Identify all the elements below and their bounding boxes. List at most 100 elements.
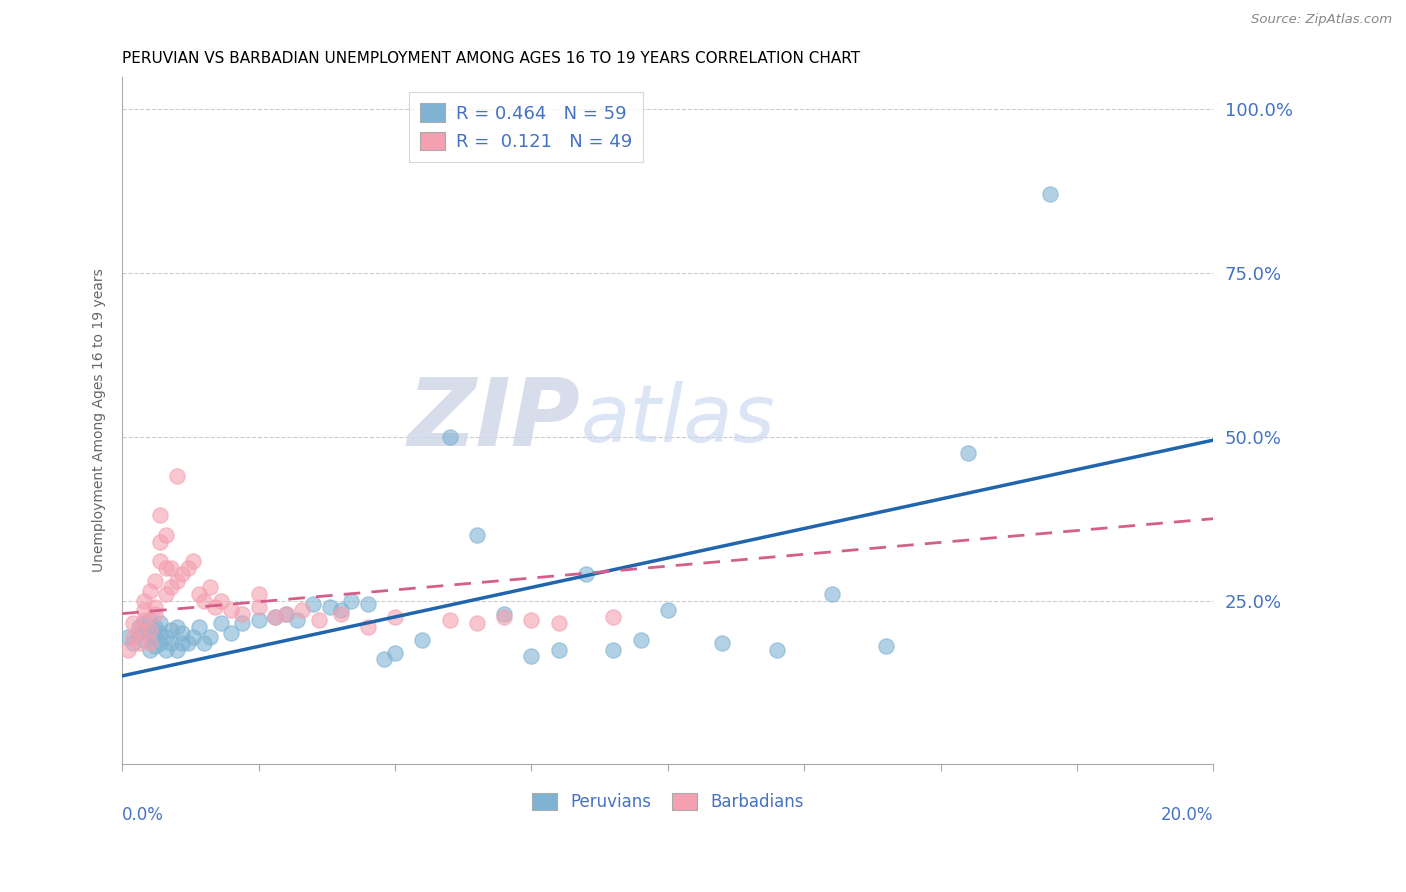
- Point: [138, 630, 160, 644]
- Point: [155, 528, 177, 542]
- Point: [149, 616, 172, 631]
- Point: [143, 607, 166, 621]
- Point: [117, 630, 139, 644]
- Point: [247, 600, 270, 615]
- Point: [138, 642, 160, 657]
- Point: [209, 616, 232, 631]
- Point: [143, 620, 166, 634]
- Point: [177, 636, 200, 650]
- Text: atlas: atlas: [581, 382, 775, 459]
- Point: [181, 554, 204, 568]
- Point: [956, 446, 979, 460]
- Point: [134, 632, 156, 647]
- Point: [357, 620, 380, 634]
- Point: [766, 642, 789, 657]
- Point: [630, 632, 652, 647]
- Point: [465, 616, 488, 631]
- Point: [264, 610, 287, 624]
- Point: [149, 636, 172, 650]
- Point: [494, 610, 516, 624]
- Point: [247, 613, 270, 627]
- Point: [575, 567, 598, 582]
- Point: [193, 636, 215, 650]
- Point: [340, 593, 363, 607]
- Point: [143, 640, 166, 654]
- Point: [318, 600, 340, 615]
- Point: [134, 603, 156, 617]
- Point: [547, 616, 569, 631]
- Point: [138, 623, 160, 637]
- Point: [494, 607, 516, 621]
- Point: [231, 616, 253, 631]
- Point: [149, 534, 172, 549]
- Point: [264, 610, 287, 624]
- Text: 0.0%: 0.0%: [122, 805, 165, 823]
- Point: [166, 574, 188, 588]
- Text: ZIP: ZIP: [408, 375, 581, 467]
- Point: [657, 603, 679, 617]
- Point: [149, 508, 172, 523]
- Point: [274, 607, 297, 621]
- Point: [117, 642, 139, 657]
- Point: [221, 603, 243, 617]
- Point: [198, 581, 221, 595]
- Point: [160, 561, 183, 575]
- Point: [547, 642, 569, 657]
- Point: [187, 587, 209, 601]
- Point: [160, 623, 183, 637]
- Point: [160, 636, 183, 650]
- Point: [231, 607, 253, 621]
- Y-axis label: Unemployment Among Ages 16 to 19 years: Unemployment Among Ages 16 to 19 years: [93, 268, 107, 573]
- Point: [384, 610, 406, 624]
- Point: [291, 603, 314, 617]
- Point: [138, 613, 160, 627]
- Point: [181, 630, 204, 644]
- Text: 20.0%: 20.0%: [1161, 805, 1213, 823]
- Point: [122, 636, 145, 650]
- Point: [520, 649, 543, 664]
- Point: [138, 623, 160, 637]
- Point: [166, 469, 188, 483]
- Point: [122, 616, 145, 631]
- Point: [602, 642, 624, 657]
- Point: [384, 646, 406, 660]
- Point: [138, 583, 160, 598]
- Point: [134, 616, 156, 631]
- Point: [302, 597, 325, 611]
- Point: [308, 613, 330, 627]
- Point: [329, 603, 352, 617]
- Point: [187, 620, 209, 634]
- Point: [143, 630, 166, 644]
- Point: [128, 636, 150, 650]
- Point: [134, 593, 156, 607]
- Legend: Peruvians, Barbadians: Peruvians, Barbadians: [526, 787, 810, 818]
- Point: [221, 626, 243, 640]
- Point: [820, 587, 842, 601]
- Point: [520, 613, 543, 627]
- Point: [711, 636, 734, 650]
- Point: [329, 607, 352, 621]
- Text: PERUVIAN VS BARBADIAN UNEMPLOYMENT AMONG AGES 16 TO 19 YEARS CORRELATION CHART: PERUVIAN VS BARBADIAN UNEMPLOYMENT AMONG…: [122, 51, 860, 66]
- Point: [247, 587, 270, 601]
- Point: [128, 620, 150, 634]
- Point: [204, 600, 226, 615]
- Point: [155, 642, 177, 657]
- Point: [209, 593, 232, 607]
- Point: [166, 620, 188, 634]
- Point: [155, 561, 177, 575]
- Point: [143, 600, 166, 615]
- Point: [149, 554, 172, 568]
- Point: [160, 581, 183, 595]
- Point: [138, 636, 160, 650]
- Point: [285, 613, 308, 627]
- Point: [602, 610, 624, 624]
- Point: [166, 642, 188, 657]
- Point: [357, 597, 380, 611]
- Point: [1039, 187, 1062, 202]
- Point: [193, 593, 215, 607]
- Point: [875, 640, 897, 654]
- Point: [143, 574, 166, 588]
- Text: Source: ZipAtlas.com: Source: ZipAtlas.com: [1251, 13, 1392, 27]
- Point: [134, 613, 156, 627]
- Point: [128, 626, 150, 640]
